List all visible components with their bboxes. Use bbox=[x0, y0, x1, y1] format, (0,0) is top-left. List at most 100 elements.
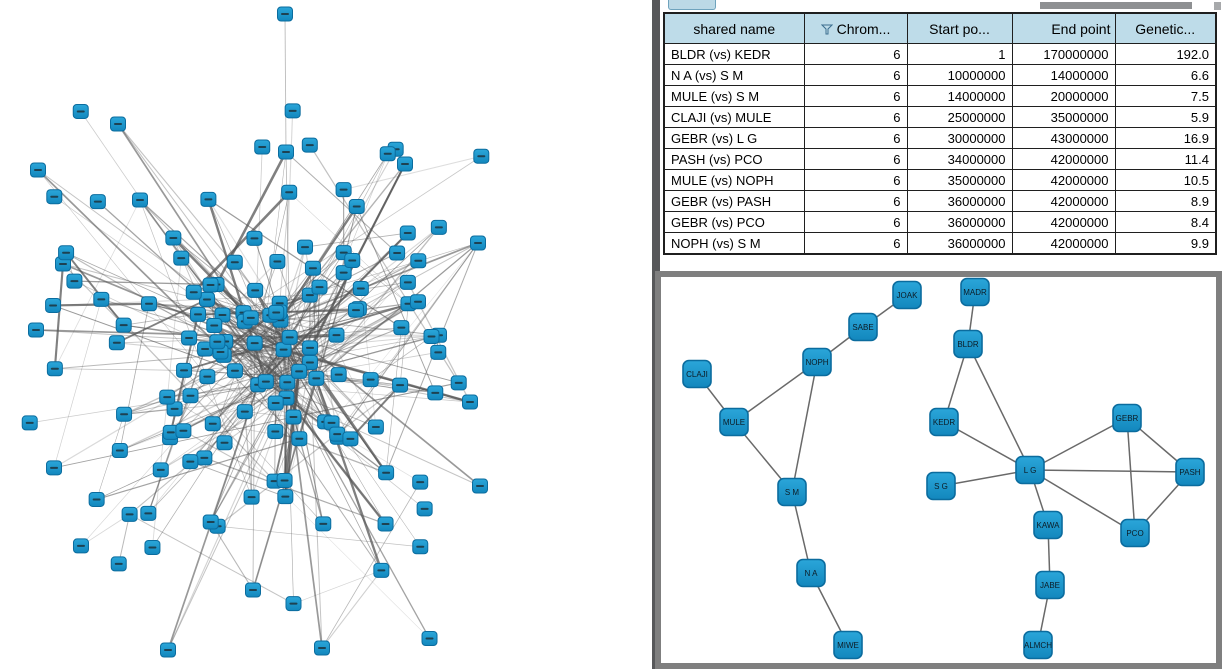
network-node[interactable] bbox=[115, 317, 132, 333]
network-edge[interactable] bbox=[208, 198, 402, 329]
column-header-start-po[interactable]: Start po... bbox=[906, 12, 1013, 44]
table-row[interactable]: PASH (vs) PCO 6 34000000 42000000 11.4 bbox=[663, 148, 1217, 170]
network-node[interactable] bbox=[226, 254, 243, 270]
cell-value[interactable]: 42000000 bbox=[1011, 148, 1116, 170]
network-edge[interactable] bbox=[80, 514, 130, 547]
network-edge[interactable] bbox=[254, 252, 344, 344]
network-node[interactable] bbox=[165, 230, 182, 246]
network-node[interactable] bbox=[89, 194, 106, 210]
cell-value[interactable]: 25000000 bbox=[906, 106, 1013, 128]
network-edge[interactable] bbox=[119, 381, 288, 451]
network-edge[interactable] bbox=[257, 252, 344, 385]
network-edge[interactable] bbox=[283, 349, 326, 423]
table-row[interactable]: MULE (vs) NOPH 6 35000000 42000000 10.5 bbox=[663, 169, 1217, 191]
network-node[interactable] bbox=[430, 344, 447, 360]
network-node[interactable] bbox=[342, 431, 359, 447]
network-node[interactable] bbox=[268, 305, 285, 321]
network-edge[interactable] bbox=[309, 303, 409, 363]
network-edge[interactable] bbox=[321, 570, 382, 649]
cell-value[interactable]: 36000000 bbox=[906, 232, 1013, 255]
network-node[interactable] bbox=[152, 462, 169, 478]
network-edge[interactable] bbox=[53, 376, 208, 469]
network-node[interactable] bbox=[162, 424, 179, 440]
network-node-mule[interactable]: MULE bbox=[719, 407, 749, 437]
cell-shared-name[interactable]: PASH (vs) PCO bbox=[663, 148, 805, 170]
network-edge[interactable] bbox=[315, 242, 479, 379]
network-edge[interactable] bbox=[54, 349, 284, 370]
network-node[interactable] bbox=[335, 182, 352, 198]
network-edge[interactable] bbox=[54, 199, 141, 369]
network-node[interactable] bbox=[410, 253, 427, 269]
network-edge[interactable] bbox=[286, 382, 382, 571]
network-node-gebr[interactable]: GEBR bbox=[1112, 403, 1142, 433]
table-row[interactable]: GEBR (vs) L G 6 30000000 43000000 16.9 bbox=[663, 127, 1217, 149]
network-node[interactable] bbox=[202, 277, 219, 293]
cell-value[interactable]: 6 bbox=[803, 211, 908, 233]
table-row[interactable]: CLAJI (vs) MULE 6 25000000 35000000 5.9 bbox=[663, 106, 1217, 128]
network-node[interactable] bbox=[348, 302, 365, 318]
network-node[interactable] bbox=[427, 385, 444, 401]
network-edge[interactable] bbox=[169, 303, 409, 439]
table-row[interactable]: NOPH (vs) S M 6 36000000 42000000 9.9 bbox=[663, 232, 1217, 255]
network-edge[interactable] bbox=[65, 252, 311, 363]
cell-value[interactable]: 30000000 bbox=[906, 127, 1013, 149]
network-node[interactable] bbox=[245, 582, 261, 598]
cell-value[interactable]: 42000000 bbox=[1011, 190, 1116, 212]
cell-value[interactable]: 20000000 bbox=[1011, 85, 1116, 107]
network-node[interactable] bbox=[377, 516, 394, 532]
network-node[interactable] bbox=[185, 284, 202, 300]
network-edge-l-g-pco[interactable] bbox=[1029, 469, 1136, 534]
network-edge[interactable] bbox=[244, 411, 294, 418]
cell-value[interactable]: 10.5 bbox=[1114, 169, 1217, 191]
network-edge[interactable] bbox=[224, 349, 284, 443]
network-node[interactable] bbox=[269, 253, 286, 269]
network-node-claji[interactable]: CLAJI bbox=[682, 359, 712, 389]
network-node[interactable] bbox=[254, 139, 271, 155]
network-edge[interactable] bbox=[280, 242, 479, 322]
cell-value[interactable]: 6 bbox=[803, 148, 908, 170]
network-node[interactable] bbox=[315, 516, 332, 532]
network-edge[interactable] bbox=[257, 252, 344, 385]
node-shape[interactable] bbox=[960, 277, 990, 307]
column-header-genetic[interactable]: Genetic... bbox=[1114, 12, 1217, 44]
network-node-pco[interactable]: PCO bbox=[1120, 518, 1150, 548]
network-node[interactable] bbox=[242, 310, 259, 326]
network-edge[interactable] bbox=[385, 327, 402, 473]
network-edge[interactable] bbox=[285, 397, 387, 525]
network-edge[interactable] bbox=[254, 282, 409, 344]
network-node[interactable] bbox=[173, 250, 190, 266]
network-node[interactable] bbox=[399, 274, 416, 290]
network-node-pash[interactable]: PASH bbox=[1175, 457, 1205, 487]
network-node[interactable] bbox=[367, 419, 384, 435]
network-node[interactable] bbox=[159, 389, 176, 405]
network-node[interactable] bbox=[66, 273, 83, 289]
cell-shared-name[interactable]: MULE (vs) S M bbox=[663, 85, 805, 107]
network-node[interactable] bbox=[281, 184, 298, 200]
network-node[interactable] bbox=[72, 103, 89, 119]
network-edge[interactable] bbox=[190, 342, 256, 397]
network-edge[interactable] bbox=[183, 430, 275, 482]
cell-value[interactable]: 7.5 bbox=[1114, 85, 1217, 107]
network-node[interactable] bbox=[196, 450, 213, 466]
network-node[interactable] bbox=[46, 361, 63, 377]
network-edge[interactable] bbox=[223, 355, 287, 399]
network-edge[interactable] bbox=[54, 368, 185, 371]
network-node[interactable] bbox=[28, 322, 44, 338]
network-node[interactable] bbox=[281, 329, 298, 345]
network-edge[interactable] bbox=[289, 148, 397, 338]
network-edge[interactable] bbox=[257, 303, 409, 386]
network-node[interactable] bbox=[328, 327, 345, 343]
network-edge[interactable] bbox=[212, 320, 281, 424]
network-node[interactable] bbox=[110, 556, 127, 572]
network-node[interactable] bbox=[379, 146, 396, 162]
cell-value[interactable]: 6 bbox=[803, 190, 908, 212]
network-edge[interactable] bbox=[96, 438, 300, 501]
cell-value[interactable]: 6 bbox=[803, 64, 908, 86]
network-edge[interactable] bbox=[65, 252, 125, 326]
network-edge[interactable] bbox=[234, 334, 440, 372]
cell-shared-name[interactable]: MULE (vs) NOPH bbox=[663, 169, 805, 191]
network-node[interactable] bbox=[462, 394, 478, 410]
network-edge[interactable] bbox=[254, 260, 419, 344]
network-edge[interactable] bbox=[349, 384, 401, 440]
network-node[interactable] bbox=[323, 415, 340, 431]
